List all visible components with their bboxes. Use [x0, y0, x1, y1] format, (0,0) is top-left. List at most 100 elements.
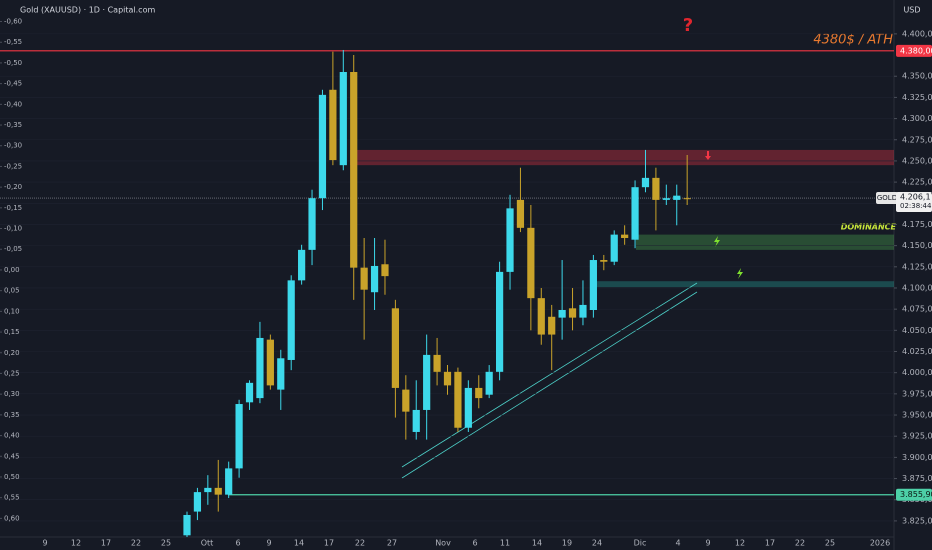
zone	[636, 234, 894, 250]
x-tick-label: Dic	[634, 539, 647, 548]
y2-tick-label: 0,45	[4, 452, 20, 460]
y-tick-label: 4.225,00	[902, 178, 932, 187]
candle-body	[589, 260, 597, 311]
y-tick-label: 3.975,00	[902, 389, 932, 398]
candle-body	[391, 308, 399, 388]
candle-body	[183, 514, 191, 536]
candle-body	[381, 264, 389, 277]
x-tick-label: 24	[592, 539, 602, 548]
x-tick-label: 25	[161, 539, 171, 548]
y-tick-label: 4.025,00	[902, 347, 932, 356]
y-tick-label: 4.075,00	[902, 305, 932, 314]
candle-body	[256, 337, 264, 399]
zones	[350, 149, 894, 288]
y-tick-label: 4.250,00	[902, 156, 932, 165]
last-price-label: 4.206,17	[900, 193, 932, 202]
zone	[596, 281, 894, 288]
bolt-icon	[714, 236, 720, 247]
last-price-countdown: 02:38:44	[900, 202, 932, 210]
x-tick-label: 4	[675, 539, 680, 548]
candle-body	[277, 358, 285, 390]
y-tick-label: 3.925,00	[902, 432, 932, 441]
level-label-bg	[896, 488, 932, 501]
x-tick-label: 9	[42, 539, 47, 548]
candle-body	[423, 354, 431, 410]
candle-body	[193, 492, 202, 512]
x-tick-label: 25	[825, 539, 835, 548]
candle-body	[475, 387, 483, 399]
candle-body	[537, 298, 545, 335]
y2-tick-label: 0,55	[4, 494, 20, 502]
candle-body	[235, 404, 243, 469]
y2-tick-label: -0,05	[4, 245, 22, 253]
x-tick-label: 9	[266, 539, 271, 548]
x-tick-label: 17	[324, 539, 334, 548]
candle-body	[204, 487, 212, 493]
x-tick-label: 17	[765, 539, 775, 548]
x-tick-label: 14	[532, 539, 542, 548]
x-tick-label: 9	[705, 539, 710, 548]
candle-body	[443, 371, 452, 386]
y-tick-label: 4.100,00	[902, 283, 932, 292]
y-tick-label: 4.350,00	[902, 72, 932, 81]
x-tick-label: 11	[500, 539, 510, 548]
y-tick-label: 4.175,00	[902, 220, 932, 229]
candle-body	[464, 387, 472, 428]
y2-tick-label: 0,35	[4, 411, 20, 419]
x-tick-label: 6	[235, 539, 240, 548]
candle-body	[641, 177, 650, 188]
x-tick-label: 19	[562, 539, 572, 548]
candle-body	[287, 280, 295, 360]
y2-tick-label: 0,25	[4, 369, 20, 377]
y2-tick-label: -0,60	[4, 18, 22, 26]
x-tick-label: 14	[294, 539, 304, 548]
x-tick-label: Ott	[201, 539, 214, 548]
candle-body	[339, 71, 347, 166]
y-tick-label: 4.000,00	[902, 368, 932, 377]
candle-body	[600, 260, 608, 262]
candle-body	[558, 310, 566, 318]
candle-body	[245, 382, 254, 403]
candle-body	[631, 187, 639, 240]
y2-tick-label: -0,50	[4, 59, 22, 67]
y2-tick-label: 0,50	[4, 473, 20, 481]
x-tick-label: 22	[131, 539, 141, 548]
candle-body	[360, 267, 368, 290]
chart-title: Gold (XAUUSD) · 1D · Capital.com	[20, 6, 155, 15]
candle-body	[673, 195, 681, 200]
x-tick-label: 2026	[870, 539, 890, 548]
arrow-icon	[705, 151, 711, 160]
y-tick-label: 3.875,00	[902, 474, 932, 483]
zone	[350, 149, 894, 166]
y2-tick-label: -0,10	[4, 225, 22, 233]
y-tick-label: 4.125,00	[902, 262, 932, 271]
currency: USD	[903, 6, 920, 15]
candle-body	[214, 487, 222, 495]
y2-tick-label: 0,30	[4, 390, 20, 398]
y-tick-label: 4.150,00	[902, 241, 932, 250]
last-price-bg	[896, 192, 932, 213]
y2-tick-label: 0,60	[4, 514, 20, 522]
candle-body	[610, 234, 618, 262]
candle-body	[506, 208, 514, 272]
y2-tick-label: -0,35	[4, 121, 22, 129]
last-price-name-bg	[876, 192, 898, 205]
y2-tick-label: 0,20	[4, 349, 20, 357]
y-tick-label: 4.050,00	[902, 326, 932, 335]
candle-body	[225, 468, 233, 495]
candle-body	[412, 409, 420, 432]
x-tick-label: 22	[795, 539, 805, 548]
candle-body	[318, 94, 327, 199]
candle-body	[579, 304, 587, 318]
bolt-icon	[737, 268, 743, 279]
last-price-name: GOLD	[877, 194, 897, 202]
dominance-annotation: DOMINANCE	[841, 223, 897, 232]
candle-body	[621, 234, 629, 239]
y2-tick-label: 0,40	[4, 432, 20, 440]
candle-body	[308, 198, 316, 250]
ath-annotation: 4380$ / ATH	[813, 33, 893, 48]
candle-body	[370, 265, 379, 293]
candle-body	[652, 177, 660, 200]
y-tick-label: 3.825,00	[902, 516, 932, 525]
